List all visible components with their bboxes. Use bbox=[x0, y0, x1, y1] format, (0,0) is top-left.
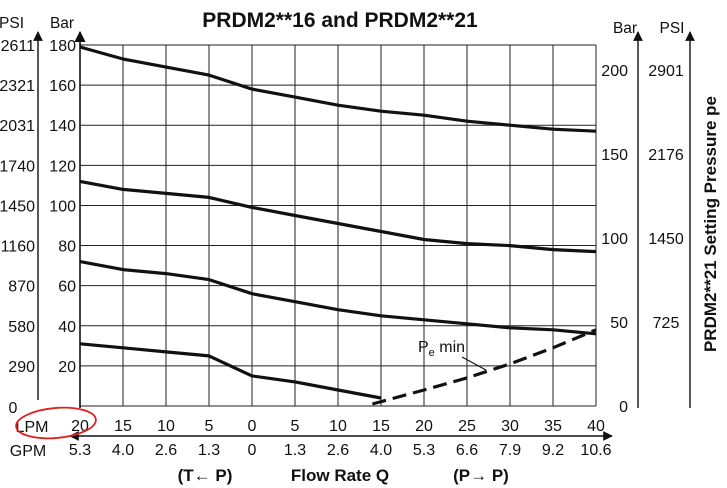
x-tick-lpm: 10 bbox=[157, 418, 175, 435]
x-tick-gpm: 0 bbox=[248, 442, 257, 459]
x-tick-gpm: 2.6 bbox=[327, 442, 349, 459]
left-psi-unit: PSI bbox=[0, 15, 24, 32]
left-psi-tick-label: 1450 bbox=[0, 198, 35, 215]
x-tick-lpm: 35 bbox=[544, 418, 562, 435]
left-psi-tick-label: 1160 bbox=[1, 239, 36, 256]
x-tick-gpm: 4.0 bbox=[370, 442, 392, 459]
left-bar-tick-label: 60 bbox=[58, 279, 76, 296]
x-tick-lpm: 5 bbox=[205, 418, 214, 435]
right-psi-unit: PSI bbox=[660, 20, 685, 37]
right-axis-label: PRDM2**21 Setting Pressure pe bbox=[701, 96, 720, 352]
right-bar-tick-label: 150 bbox=[601, 147, 628, 164]
x-tick-gpm: 5.3 bbox=[69, 442, 91, 459]
left-psi-ticks: 290 580 870 1160 1450 1740 2031 2321 2611 bbox=[0, 38, 35, 376]
x-tick-lpm: 0 bbox=[248, 418, 257, 435]
left-psi-tick-label: 2611 bbox=[1, 38, 36, 55]
x-tick-gpm: 1.3 bbox=[198, 442, 220, 459]
left-bar-ticks: 20 40 60 80 100 120 140 160 180 bbox=[49, 38, 76, 376]
grid bbox=[79, 44, 597, 407]
left-bar-tick-label: 100 bbox=[49, 198, 76, 215]
left-bar-tick-label: 160 bbox=[49, 78, 76, 95]
pe-min-curve bbox=[371, 328, 597, 406]
x-tick-gpm: 10.6 bbox=[580, 442, 611, 459]
left-bar-tick-label: 20 bbox=[58, 359, 76, 376]
left-bar-tick-label: 40 bbox=[58, 319, 76, 336]
x-tick-lpm: 15 bbox=[372, 418, 390, 435]
x-tick-gpm: 7.9 bbox=[499, 442, 521, 459]
x-tick-gpm: 6.6 bbox=[456, 442, 478, 459]
x-tick-gpm: 1.3 bbox=[284, 442, 306, 459]
right-psi-tick-label: 725 bbox=[653, 315, 680, 332]
right-bar-unit: Bar bbox=[613, 20, 637, 37]
left-bar-tick-label: 180 bbox=[49, 38, 76, 55]
right-bar-tick-label: 100 bbox=[601, 231, 628, 248]
right-ticks: 0 50 100 150 200 725 1450 2176 2901 bbox=[601, 63, 684, 416]
left-psi-tick-label: 2321 bbox=[0, 78, 35, 95]
lpm-unit-label: LPM bbox=[16, 419, 49, 436]
right-bar-tick-label: 200 bbox=[601, 63, 628, 80]
left-bar-tick-label: 80 bbox=[58, 239, 76, 256]
gpm-unit-label: GPM bbox=[10, 443, 46, 460]
x-direction-right: (P→ P) bbox=[453, 466, 509, 485]
series-lines bbox=[79, 45, 597, 406]
x-tick-lpm: 15 bbox=[114, 418, 132, 435]
x-tick-lpm: 40 bbox=[587, 418, 605, 435]
right-psi-tick-label: 1450 bbox=[648, 231, 684, 248]
right-bar-tick-label: 50 bbox=[610, 315, 628, 332]
x-direction-left: (T← P) bbox=[178, 466, 233, 485]
left-bar-tick-label: 140 bbox=[49, 118, 76, 135]
pe-min-leader bbox=[461, 356, 487, 371]
red-circle-annotation bbox=[15, 406, 97, 440]
x-tick-lpm: 20 bbox=[415, 418, 433, 435]
x-tick-lpm: 30 bbox=[501, 418, 519, 435]
pe-min-label: Pe min bbox=[418, 339, 465, 359]
left-psi-tick-label: 870 bbox=[8, 279, 35, 296]
left-psi-tick-label: 2031 bbox=[0, 118, 35, 135]
right-psi-tick-label: 2176 bbox=[648, 147, 684, 164]
x-axis-label: Flow Rate Q bbox=[291, 466, 389, 485]
left-psi-tick-label: 580 bbox=[8, 319, 35, 336]
x-tick-lpm: 10 bbox=[329, 418, 347, 435]
x-tick-gpm: 5.3 bbox=[413, 442, 435, 459]
x-tick-lpm: 25 bbox=[458, 418, 476, 435]
x-tick-gpm: 4.0 bbox=[112, 442, 134, 459]
x-tick-lpm: 5 bbox=[291, 418, 300, 435]
psi-zero-label: 0 bbox=[9, 400, 18, 417]
left-psi-tick-label: 290 bbox=[8, 359, 35, 376]
right-bar-tick-label: 0 bbox=[619, 399, 628, 416]
x-ticks: 20 15 10 5 0 5 10 15 20 25 30 35 405.3 4.0 2.6 1.3 0 1.3 2… bbox=[69, 418, 612, 459]
x-tick-gpm: 9.2 bbox=[542, 442, 564, 459]
left-bar-unit: Bar bbox=[50, 15, 74, 32]
left-psi-tick-label: 1740 bbox=[0, 158, 35, 175]
left-bar-tick-label: 120 bbox=[49, 158, 76, 175]
right-psi-tick-label: 2901 bbox=[648, 63, 684, 80]
chart-title: PRDM2**16 and PRDM2**21 bbox=[202, 9, 478, 32]
series-line-4 bbox=[79, 342, 382, 400]
x-tick-gpm: 2.6 bbox=[155, 442, 177, 459]
